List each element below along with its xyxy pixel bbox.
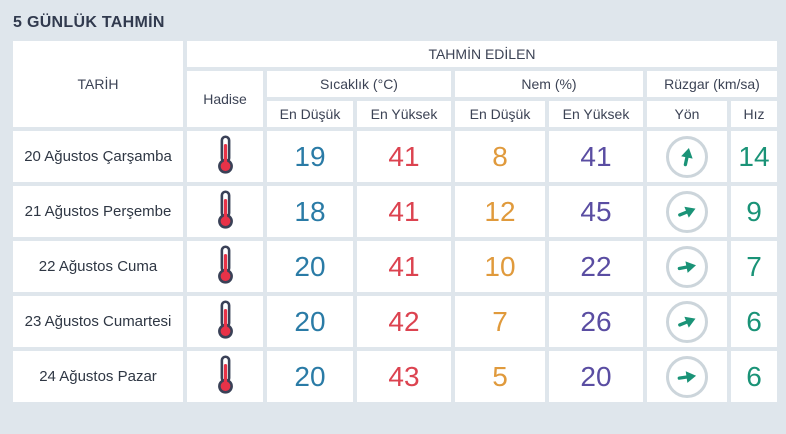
col-group-wind: Rüzgar (km/sa)	[647, 71, 777, 97]
thermometer-icon	[215, 134, 236, 179]
forecast-date: 24 Ağustos Pazar	[13, 351, 183, 402]
condition-cell	[187, 351, 263, 402]
col-header-condition: Hadise	[187, 71, 263, 127]
page-title: 5 GÜNLÜK TAHMİN	[13, 14, 165, 31]
col-header-wind-direction: Yön	[647, 101, 727, 127]
humidity-min-cell: 7	[455, 296, 545, 347]
forecast-date: 22 Ağustos Cuma	[13, 241, 183, 292]
condition-cell	[187, 296, 263, 347]
temp-min-cell: 18	[267, 186, 353, 237]
forecast-date: 21 Ağustos Perşembe	[13, 186, 183, 237]
wind-arrow-icon	[677, 260, 696, 273]
humidity-min-cell: 10	[455, 241, 545, 292]
wind-speed-cell: 7	[731, 241, 777, 292]
table-row: 20 Ağustos Çarşamba 19 41 8 41 14	[13, 131, 777, 182]
humidity-min-cell: 8	[455, 131, 545, 182]
humidity-max-cell: 45	[549, 186, 643, 237]
temp-max-cell: 43	[357, 351, 451, 402]
wind-arrow-icon	[677, 370, 697, 383]
temp-max-cell: 41	[357, 241, 451, 292]
humidity-max-cell: 26	[549, 296, 643, 347]
condition-cell	[187, 186, 263, 237]
thermometer-icon	[215, 354, 236, 399]
wind-speed-cell: 14	[731, 131, 777, 182]
wind-speed-cell: 6	[731, 351, 777, 402]
wind-speed-cell: 6	[731, 296, 777, 347]
wind-direction-cell	[647, 131, 727, 182]
humidity-max-cell: 20	[549, 351, 643, 402]
table-row: 21 Ağustos Perşembe 18 41 12 45 9	[13, 186, 777, 237]
thermometer-icon	[215, 299, 236, 344]
humidity-min-cell: 12	[455, 186, 545, 237]
header-row-sub: En Düşük En Yüksek En Düşük En Yüksek Yö…	[13, 101, 777, 127]
temp-max-cell: 42	[357, 296, 451, 347]
wind-direction-icon	[666, 190, 708, 233]
col-header-humidity-max: En Yüksek	[549, 101, 643, 127]
temp-max-cell: 41	[357, 186, 451, 237]
wind-speed-cell: 9	[731, 186, 777, 237]
table-row: 23 Ağustos Cumartesi 20 42 7 26 6	[13, 296, 777, 347]
col-header-humidity-min: En Düşük	[455, 101, 545, 127]
temp-min-cell: 20	[267, 296, 353, 347]
temp-min-cell: 20	[267, 241, 353, 292]
temp-min-cell: 19	[267, 131, 353, 182]
wind-direction-cell	[647, 296, 727, 347]
wind-direction-cell	[647, 351, 727, 402]
wind-direction-icon	[666, 300, 708, 343]
condition-cell	[187, 131, 263, 182]
forecast-table: TARİH TAHMİN EDİLEN Hadise Sıcaklık (°C)…	[9, 37, 781, 406]
wind-arrow-icon	[678, 316, 696, 328]
temp-min-cell: 20	[267, 351, 353, 402]
wind-direction-icon	[666, 135, 708, 178]
col-group-temperature: Sıcaklık (°C)	[267, 71, 451, 97]
humidity-max-cell: 41	[549, 131, 643, 182]
wind-direction-cell	[647, 186, 727, 237]
wind-direction-icon	[666, 245, 708, 288]
col-header-temp-max: En Yüksek	[357, 101, 451, 127]
humidity-max-cell: 22	[549, 241, 643, 292]
table-row: 22 Ağustos Cuma 20 41 10 22 7	[13, 241, 777, 292]
wind-arrow-icon	[678, 206, 696, 218]
thermometer-icon	[215, 189, 236, 234]
thermometer-icon	[215, 244, 236, 289]
wind-direction-icon	[666, 355, 708, 398]
header-row-groups: Hadise Sıcaklık (°C) Nem (%) Rüzgar (km/…	[13, 71, 777, 127]
col-header-temp-min: En Düşük	[267, 101, 353, 127]
col-group-humidity: Nem (%)	[455, 71, 643, 97]
forecast-date: 20 Ağustos Çarşamba	[13, 131, 183, 182]
temp-max-cell: 41	[357, 131, 451, 182]
table-row: 24 Ağustos Pazar 20 43 5 20 6	[13, 351, 777, 402]
col-header-wind-speed: Hız	[731, 101, 777, 127]
col-header-predicted: TAHMİN EDİLEN	[187, 41, 777, 67]
forecast-date: 23 Ağustos Cumartesi	[13, 296, 183, 347]
humidity-min-cell: 5	[455, 351, 545, 402]
wind-arrow-icon	[681, 147, 693, 166]
header-row-top: TARİH TAHMİN EDİLEN	[13, 41, 777, 127]
col-header-date: TARİH	[13, 41, 183, 127]
wind-direction-cell	[647, 241, 727, 292]
condition-cell	[187, 241, 263, 292]
